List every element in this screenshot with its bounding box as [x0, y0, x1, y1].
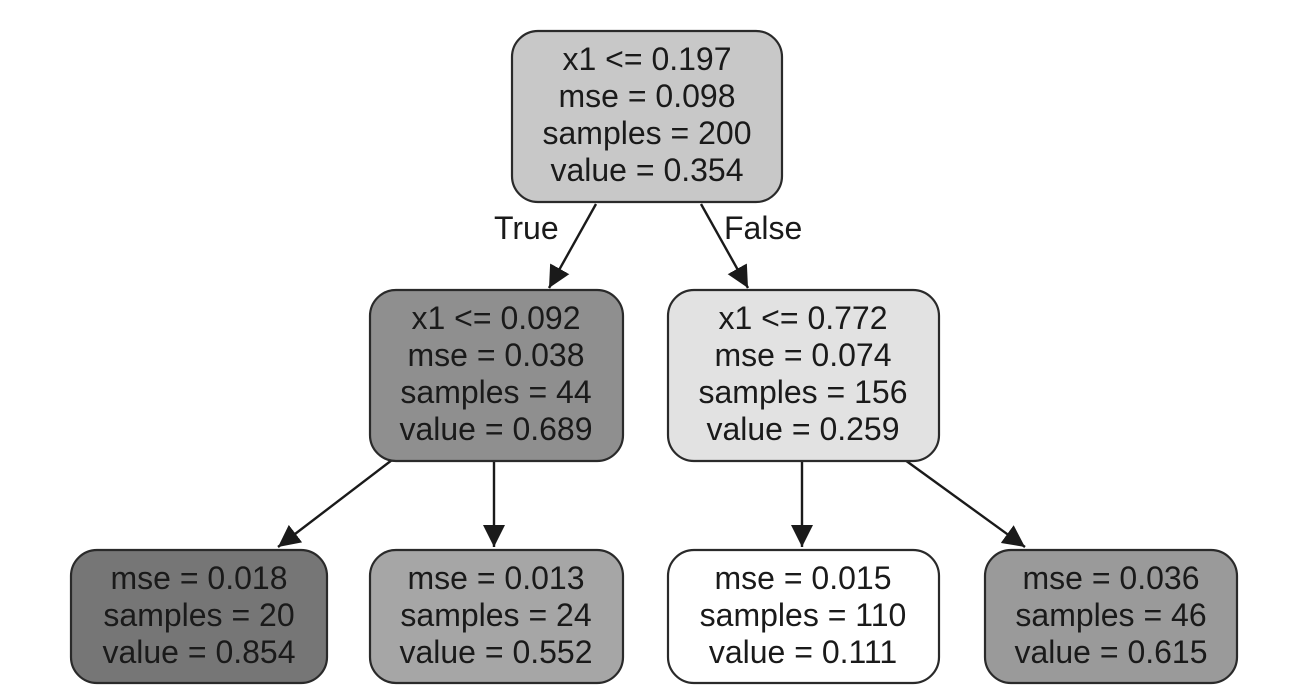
node-box [368, 548, 625, 685]
node-condition: x1 <= 0.772 [718, 300, 887, 336]
node-right: x1 <= 0.772 mse = 0.074 samples = 156 va… [666, 288, 941, 463]
node-samples: samples = 24 [400, 597, 591, 633]
node-samples: samples = 44 [400, 374, 591, 410]
node-samples: samples = 46 [1015, 597, 1206, 633]
node-left-right: mse = 0.013 samples = 24 value = 0.552 [368, 548, 625, 685]
node-value: value = 0.259 [706, 411, 899, 447]
edges: True False [277, 203, 1026, 548]
node-value: value = 0.354 [550, 152, 743, 188]
node-value: value = 0.111 [709, 634, 897, 670]
node-value: value = 0.689 [399, 411, 592, 447]
edge-right-to-right-right [904, 459, 1026, 548]
edge-left-to-left-left [277, 459, 393, 548]
node-samples: samples = 110 [700, 597, 907, 633]
node-condition: x1 <= 0.197 [562, 41, 731, 77]
node-condition: x1 <= 0.092 [411, 300, 580, 336]
node-samples: samples = 200 [542, 115, 751, 151]
node-value: value = 0.552 [399, 634, 592, 670]
node-samples: samples = 156 [698, 374, 907, 410]
node-box [69, 548, 329, 685]
node-value: value = 0.615 [1014, 634, 1207, 670]
edge-label-false: False [724, 210, 802, 246]
node-box [666, 288, 941, 463]
edge-root-to-right [699, 203, 750, 289]
edge-root-to-left [547, 203, 598, 289]
node-left-left: mse = 0.018 samples = 20 value = 0.854 [69, 548, 329, 685]
node-samples: samples = 20 [103, 597, 294, 633]
edge-label-true: True [494, 210, 559, 246]
node-right-right: mse = 0.036 samples = 46 value = 0.615 [983, 548, 1239, 685]
node-mse: mse = 0.036 [1023, 560, 1200, 596]
node-value: value = 0.854 [102, 634, 295, 670]
node-right-left: mse = 0.015 samples = 110 value = 0.111 [666, 548, 941, 685]
node-box [983, 548, 1239, 685]
node-mse: mse = 0.074 [715, 337, 892, 373]
node-box [368, 288, 625, 463]
node-root: x1 <= 0.197 mse = 0.098 samples = 200 va… [510, 29, 784, 204]
node-mse: mse = 0.038 [408, 337, 585, 373]
node-mse: mse = 0.098 [559, 78, 736, 114]
node-box [666, 548, 941, 685]
node-box [510, 29, 784, 204]
node-mse: mse = 0.013 [408, 560, 585, 596]
node-mse: mse = 0.015 [715, 560, 892, 596]
node-mse: mse = 0.018 [111, 560, 288, 596]
node-left: x1 <= 0.092 mse = 0.038 samples = 44 val… [368, 288, 625, 463]
